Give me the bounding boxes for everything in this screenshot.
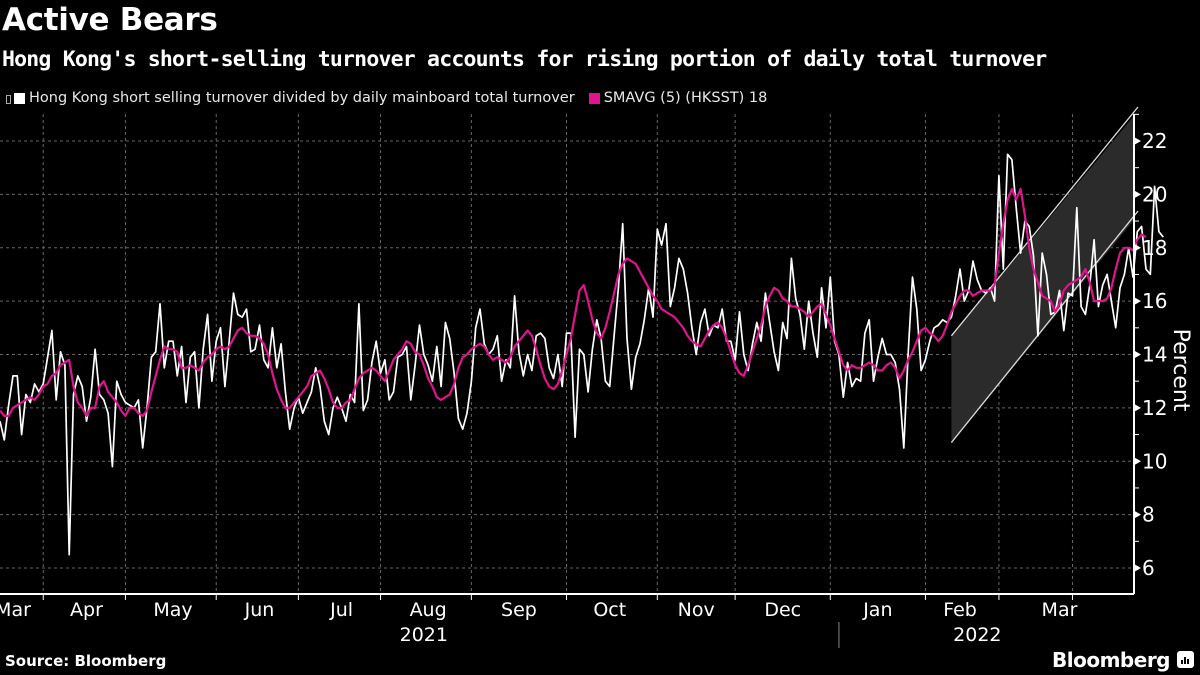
x-tick-label: Jun [244,599,275,621]
legend-item-short-selling[interactable]: Hong Kong short selling turnover divided… [14,90,575,106]
axes [0,113,1141,648]
legend: Hong Kong short selling turnover divided… [6,90,781,106]
x-tick-label: Mar [0,599,31,621]
y-tick-marker [1134,297,1141,306]
y-tick-marker [1134,510,1141,519]
y-tick-marker [1134,564,1141,572]
x-tick-label: Jan [862,599,892,621]
y-tick-label: 8 [1142,503,1155,527]
y-tick-marker [1134,243,1141,252]
x-tick-label: Oct [593,599,626,621]
x-year-label: 2021 [400,624,448,646]
y-axis-label: Percent [1168,329,1193,412]
x-year-label: 2022 [953,624,1001,646]
chart-title: Active Bears [2,2,218,38]
legend-item-smavg[interactable]: SMAVG (5) (HKSST) 18 [588,90,768,106]
y-tick-marker [1134,457,1141,466]
brand-logo: Bloomberg [1052,648,1170,672]
y-tick-label: 18 [1142,236,1167,260]
channel-lower-line [950,210,1139,443]
series-line-short-selling [0,153,1164,556]
source-note: Source: Bloomberg [5,652,167,670]
y-tick-marker [1134,190,1141,199]
y-tick-label: 6 [1142,556,1155,580]
chart-subtitle: Hong Kong's short-selling turnover accou… [2,47,1047,72]
channel-upper-line [950,106,1139,337]
bloomberg-chart-icon[interactable] [1177,651,1194,668]
x-tick-label: May [153,599,192,621]
x-tick-label: Jul [329,599,353,621]
y-tick-label: 20 [1142,182,1167,206]
series-line-smavg [0,187,1147,417]
square-icon [14,92,25,104]
gridlines [0,114,1133,594]
rising-channel-annotation [950,106,1139,443]
square-icon [588,92,600,104]
data-toggle-icon[interactable] [6,94,11,104]
x-tick-label: Aug [410,599,447,621]
y-tick-label: 12 [1142,396,1167,420]
x-tick-label: Mar [1042,599,1078,621]
y-tick-label: 22 [1142,129,1167,153]
x-tick-label: Feb [943,599,977,621]
x-tick-label: Dec [764,599,801,621]
y-tick-marker [1134,403,1141,412]
x-tick-label: Apr [70,599,103,621]
legend-label: SMAVG (5) (HKSST) 18 [603,90,768,106]
channel-fill [951,116,1133,443]
y-tick-label: 16 [1142,289,1167,313]
x-tick-label: Nov [678,599,715,621]
y-tick-marker [1134,137,1141,145]
x-tick-label: Sep [501,599,537,621]
y-tick-label: 10 [1142,449,1167,473]
legend-label: Hong Kong short selling turnover divided… [29,90,575,106]
y-tick-marker [1134,350,1141,359]
y-tick-label: 14 [1142,343,1167,367]
series-lines [0,153,1164,556]
